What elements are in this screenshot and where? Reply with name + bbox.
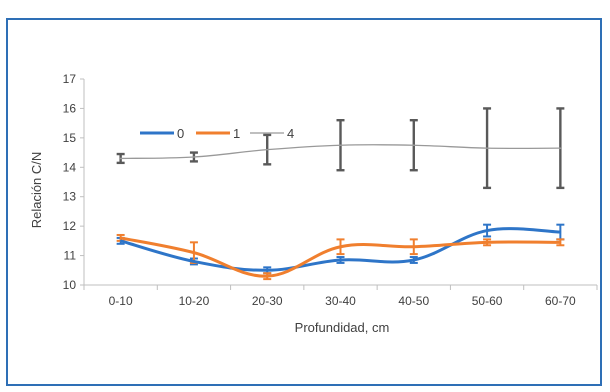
data-point-series-1 xyxy=(486,241,488,244)
data-point-series-4 xyxy=(412,144,415,147)
y-axis-title: Relación C/N xyxy=(29,152,44,229)
y-tick-label: 12 xyxy=(63,219,77,233)
data-point-series-0 xyxy=(412,259,415,261)
legend-label-series-0: 0 xyxy=(177,126,184,141)
y-tick-label: 16 xyxy=(63,101,77,115)
data-point-series-4 xyxy=(193,156,195,158)
data-point-series-4 xyxy=(339,144,342,147)
data-point-series-4 xyxy=(266,148,269,151)
data-point-series-0 xyxy=(559,231,562,233)
data-point-series-0 xyxy=(193,260,195,263)
x-tick-label: 30-40 xyxy=(325,294,356,308)
data-point-series-1 xyxy=(266,275,269,277)
x-tick-label: 10-20 xyxy=(179,294,210,308)
legend-label-series-1: 1 xyxy=(233,126,240,141)
y-tick-label: 17 xyxy=(63,72,77,86)
x-tick-label: 60-70 xyxy=(545,294,576,308)
x-axis-title: Profundidad, cm xyxy=(295,320,390,335)
data-point-series-1 xyxy=(559,241,562,244)
chart-frame xyxy=(6,18,602,386)
data-point-series-4 xyxy=(119,157,122,160)
data-point-series-1 xyxy=(339,245,342,248)
x-tick-label: 0-10 xyxy=(109,294,133,308)
legend: 0 1 4 xyxy=(140,126,294,141)
x-tick-label: 50-60 xyxy=(472,294,503,308)
series-lines-layer xyxy=(119,144,562,278)
data-point-series-0 xyxy=(119,240,122,242)
y-tick-label: 15 xyxy=(63,131,77,145)
x-tick-label: 20-30 xyxy=(252,294,283,308)
y-tick-label: 14 xyxy=(63,160,77,174)
data-point-series-4 xyxy=(559,147,562,149)
x-tick-label: 40-50 xyxy=(398,294,429,308)
data-point-series-4 xyxy=(486,147,488,149)
y-tick-label: 10 xyxy=(63,278,77,292)
legend-label-series-4: 4 xyxy=(287,126,294,141)
data-point-series-0 xyxy=(266,269,269,272)
data-point-series-1 xyxy=(119,237,122,239)
data-point-series-0 xyxy=(339,259,342,261)
y-tick-label: 11 xyxy=(64,249,77,263)
data-point-series-1 xyxy=(412,245,415,248)
data-point-series-1 xyxy=(193,251,195,254)
data-point-series-0 xyxy=(486,229,488,232)
y-tick-label: 13 xyxy=(63,190,77,204)
